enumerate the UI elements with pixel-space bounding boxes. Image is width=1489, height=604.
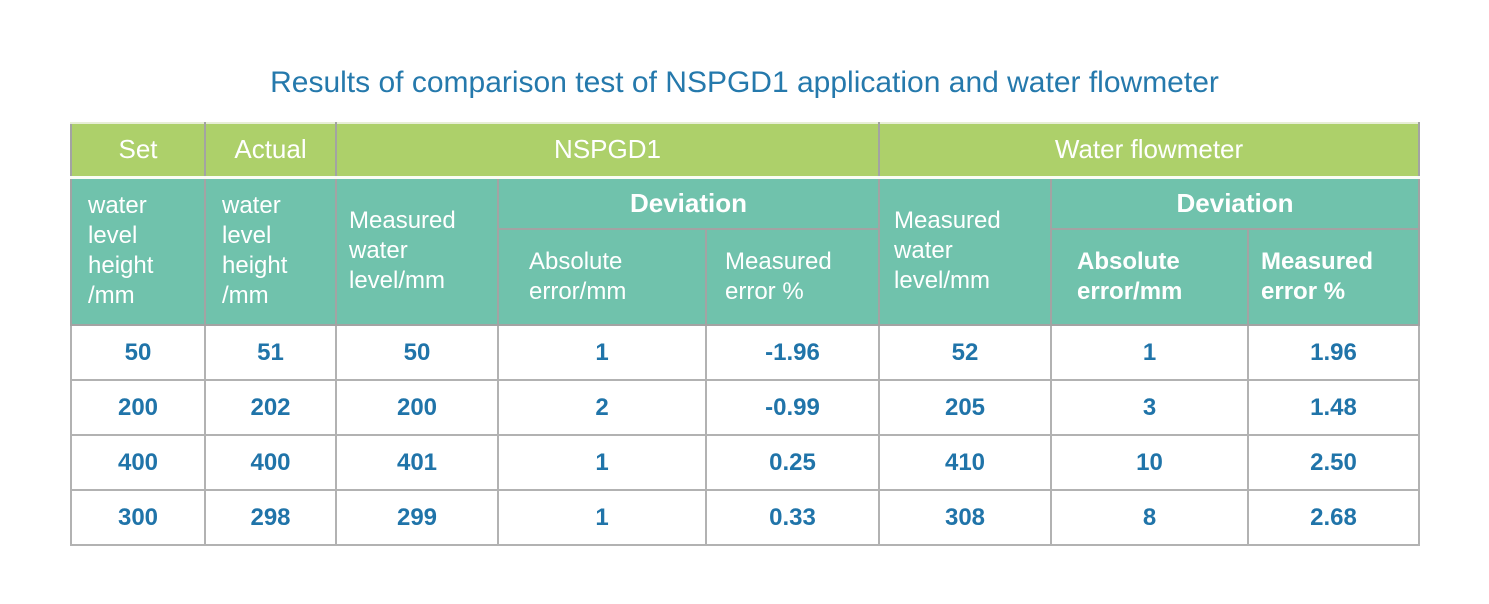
- table-header-row-top: Set Actual NSPGD1 Water flowmeter: [70, 122, 1421, 179]
- table-cell: 1.48: [1247, 379, 1421, 436]
- table-cell: 400: [70, 434, 206, 491]
- subheader-flowmeter-measured-error: Measured error %: [1247, 228, 1421, 326]
- table-cell: 2.68: [1247, 489, 1421, 546]
- table-cell: 0.25: [704, 434, 881, 491]
- subheader-nspgd1-absolute-error: Absolute error/mm: [497, 228, 707, 326]
- table-cell: 200: [335, 379, 499, 436]
- header-actual-cell: Actual: [204, 122, 337, 179]
- table-cell: 410: [878, 434, 1053, 491]
- subheader-flowmeter-measured-level: Measured water level/mm: [878, 176, 1053, 326]
- subheader-actual-water-level: water level height /mm: [204, 176, 337, 326]
- table-row: 200 202 200 2 -0.99 205 3 1.48: [70, 379, 1421, 436]
- table-cell: 50: [70, 324, 206, 381]
- table-cell: 299: [335, 489, 499, 546]
- subheader-flowmeter-absolute-error: Absolute error/mm: [1050, 228, 1250, 326]
- table-cell: 1: [497, 434, 707, 491]
- table-cell: 401: [335, 434, 499, 491]
- table-cell: 202: [204, 379, 337, 436]
- table-row: 300 298 299 1 0.33 308 8 2.68: [70, 489, 1421, 546]
- subheader-nspgd1-measured-level: Measured water level/mm: [335, 176, 499, 326]
- header-set-cell: Set: [70, 122, 206, 179]
- table-cell: 52: [878, 324, 1053, 381]
- table-cell: 308: [878, 489, 1053, 546]
- table-cell: 1.96: [1247, 324, 1421, 381]
- table-cell: 2: [497, 379, 707, 436]
- table-cell: 200: [70, 379, 206, 436]
- table-cell: -1.96: [704, 324, 881, 381]
- subheader-flowmeter-deviation: Deviation: [1050, 176, 1421, 230]
- table-cell: 2.50: [1247, 434, 1421, 491]
- table-header-row-bottom: Absolute error/mm Measured error % Absol…: [71, 228, 1421, 326]
- table-cell: 10: [1050, 434, 1250, 491]
- table-cell: 51: [204, 324, 337, 381]
- table-cell: 3: [1050, 379, 1250, 436]
- table-row: 50 51 50 1 -1.96 52 1 1.96: [70, 324, 1421, 381]
- table-cell: 1: [497, 324, 707, 381]
- table-cell: 1: [1050, 324, 1250, 381]
- table-cell: -0.99: [704, 379, 881, 436]
- results-table: Set Actual NSPGD1 Water flowmeter water …: [70, 122, 1421, 546]
- subheader-nspgd1-deviation: Deviation: [496, 176, 881, 230]
- table-cell: 8: [1050, 489, 1250, 546]
- subheader-set-water-level: water level height /mm: [70, 176, 206, 326]
- header-water-flowmeter-cell: Water flowmeter: [878, 122, 1421, 179]
- table-cell: 1: [497, 489, 707, 546]
- table-cell: 0.33: [704, 489, 881, 546]
- page-title: Results of comparison test of NSPGD1 app…: [270, 66, 1219, 99]
- table-cell: 50: [335, 324, 499, 381]
- table-row: 400 400 401 1 0.25 410 10 2.50: [70, 434, 1421, 491]
- table-cell: 298: [204, 489, 337, 546]
- table-cell: 205: [878, 379, 1053, 436]
- subheader-nspgd1-measured-error: Measured error %: [704, 228, 881, 326]
- header-nspgd1-cell: NSPGD1: [334, 122, 881, 179]
- table-cell: 300: [70, 489, 206, 546]
- table-cell: 400: [204, 434, 337, 491]
- table-header-row-middle: water level height /mm water level heigh…: [70, 176, 1421, 326]
